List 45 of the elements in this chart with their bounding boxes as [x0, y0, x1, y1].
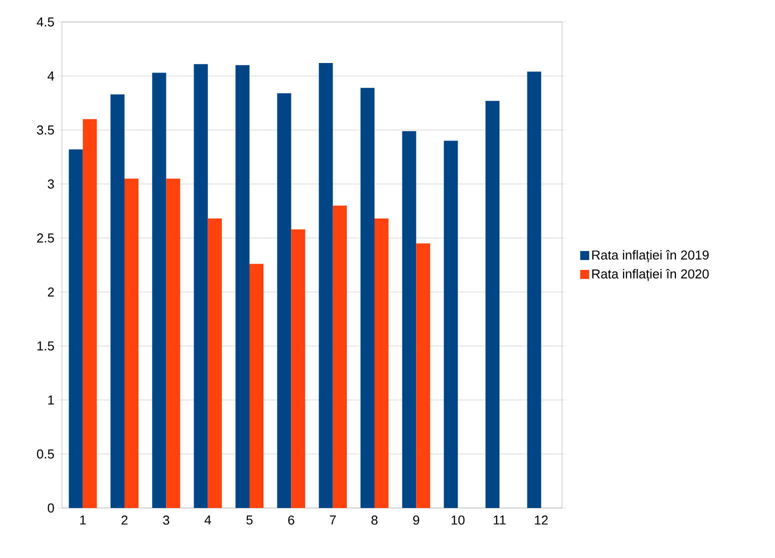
- x-tick-label: 9: [413, 516, 420, 525]
- x-tick-label: 12: [534, 516, 548, 525]
- bar: [416, 243, 430, 508]
- y-tick-label: 2: [48, 287, 54, 297]
- y-tick-label: 2.5: [37, 233, 54, 243]
- bar: [291, 229, 306, 508]
- bar: [318, 63, 333, 508]
- bar: [444, 140, 458, 508]
- bar: [152, 72, 166, 508]
- legend-label: Rata inflației în 2020: [592, 268, 709, 282]
- bar: [82, 119, 97, 508]
- bar: [250, 264, 264, 508]
- bar: [486, 100, 500, 508]
- y-tick-label: 0: [48, 503, 54, 513]
- x-tick-label: 11: [494, 516, 506, 524]
- x-tick-label: 10: [452, 516, 465, 525]
- x-tick-label: 3: [163, 516, 170, 525]
- y-tick-label: 3.5: [36, 125, 54, 135]
- bar: [194, 64, 208, 508]
- y-tick-label: 3: [48, 179, 54, 189]
- y-tick-label: 1: [48, 396, 54, 404]
- bar: [360, 88, 375, 508]
- x-tick-label: 4: [204, 516, 212, 524]
- y-tick-label: 4.5: [36, 17, 54, 26]
- bar: [124, 178, 139, 508]
- bar: [277, 93, 292, 508]
- bar: [110, 94, 125, 508]
- x-tick-label: 2: [122, 516, 128, 525]
- bar: [166, 178, 180, 508]
- y-tick-label: 0.5: [36, 449, 54, 459]
- y-tick-label: 1.5: [37, 341, 54, 350]
- y-tick-label: 4: [48, 72, 54, 80]
- bar: [332, 206, 347, 508]
- bar: [402, 131, 416, 508]
- x-tick-label: 8: [371, 516, 378, 525]
- x-tick-label: 1: [80, 516, 86, 524]
- x-tick-label: 7: [330, 516, 336, 524]
- bar: [374, 218, 389, 508]
- bar: [236, 65, 250, 508]
- bar: [527, 72, 542, 508]
- x-tick-label: 6: [288, 516, 294, 525]
- x-tick-label: 5: [246, 516, 253, 525]
- legend-label: Rata inflației în 2019: [592, 250, 709, 262]
- bar: [208, 218, 222, 508]
- bar: [68, 149, 83, 508]
